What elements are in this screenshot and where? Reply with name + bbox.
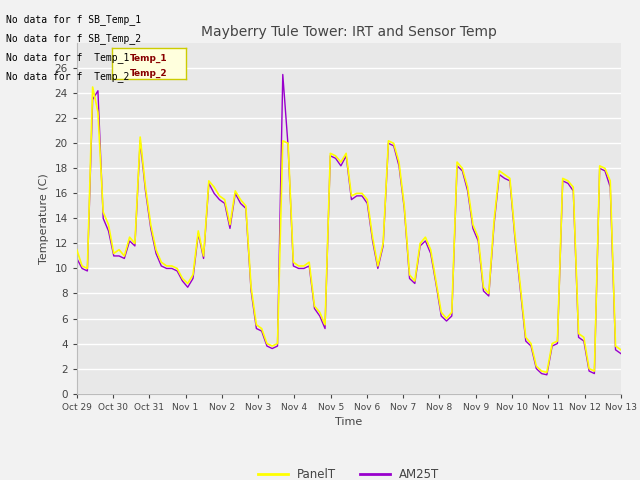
AM25T	[73, 255, 81, 261]
Text: Temp_1: Temp_1	[130, 54, 168, 63]
PanelT	[94, 109, 102, 115]
X-axis label: Time: Time	[335, 417, 362, 427]
Legend: PanelT, AM25T: PanelT, AM25T	[253, 463, 444, 480]
PanelT	[89, 84, 97, 90]
Y-axis label: Temperature (C): Temperature (C)	[39, 173, 49, 264]
AM25T	[606, 184, 614, 190]
Title: Mayberry Tule Tower: IRT and Sensor Temp: Mayberry Tule Tower: IRT and Sensor Temp	[201, 25, 497, 39]
Text: No data for f SB_Temp_1: No data for f SB_Temp_1	[6, 13, 141, 24]
PanelT	[73, 247, 81, 252]
AM25T	[232, 191, 239, 196]
Text: No data for f  Temp_2: No data for f Temp_2	[6, 71, 130, 82]
AM25T	[279, 72, 287, 77]
PanelT	[617, 347, 625, 353]
Line: AM25T: AM25T	[77, 74, 621, 375]
Text: No data for f  Temp_1: No data for f Temp_1	[6, 52, 130, 63]
PanelT	[237, 197, 244, 203]
Line: PanelT: PanelT	[77, 87, 621, 372]
AM25T	[89, 96, 97, 102]
PanelT	[543, 370, 550, 375]
PanelT	[216, 193, 223, 199]
PanelT	[580, 335, 588, 340]
AM25T	[348, 197, 355, 203]
AM25T	[617, 351, 625, 357]
Text: No data for f SB_Temp_2: No data for f SB_Temp_2	[6, 33, 141, 44]
PanelT	[348, 193, 355, 199]
AM25T	[211, 191, 218, 196]
AM25T	[580, 338, 588, 344]
PanelT	[606, 178, 614, 184]
AM25T	[543, 372, 550, 378]
Text: Temp_2: Temp_2	[130, 68, 168, 78]
